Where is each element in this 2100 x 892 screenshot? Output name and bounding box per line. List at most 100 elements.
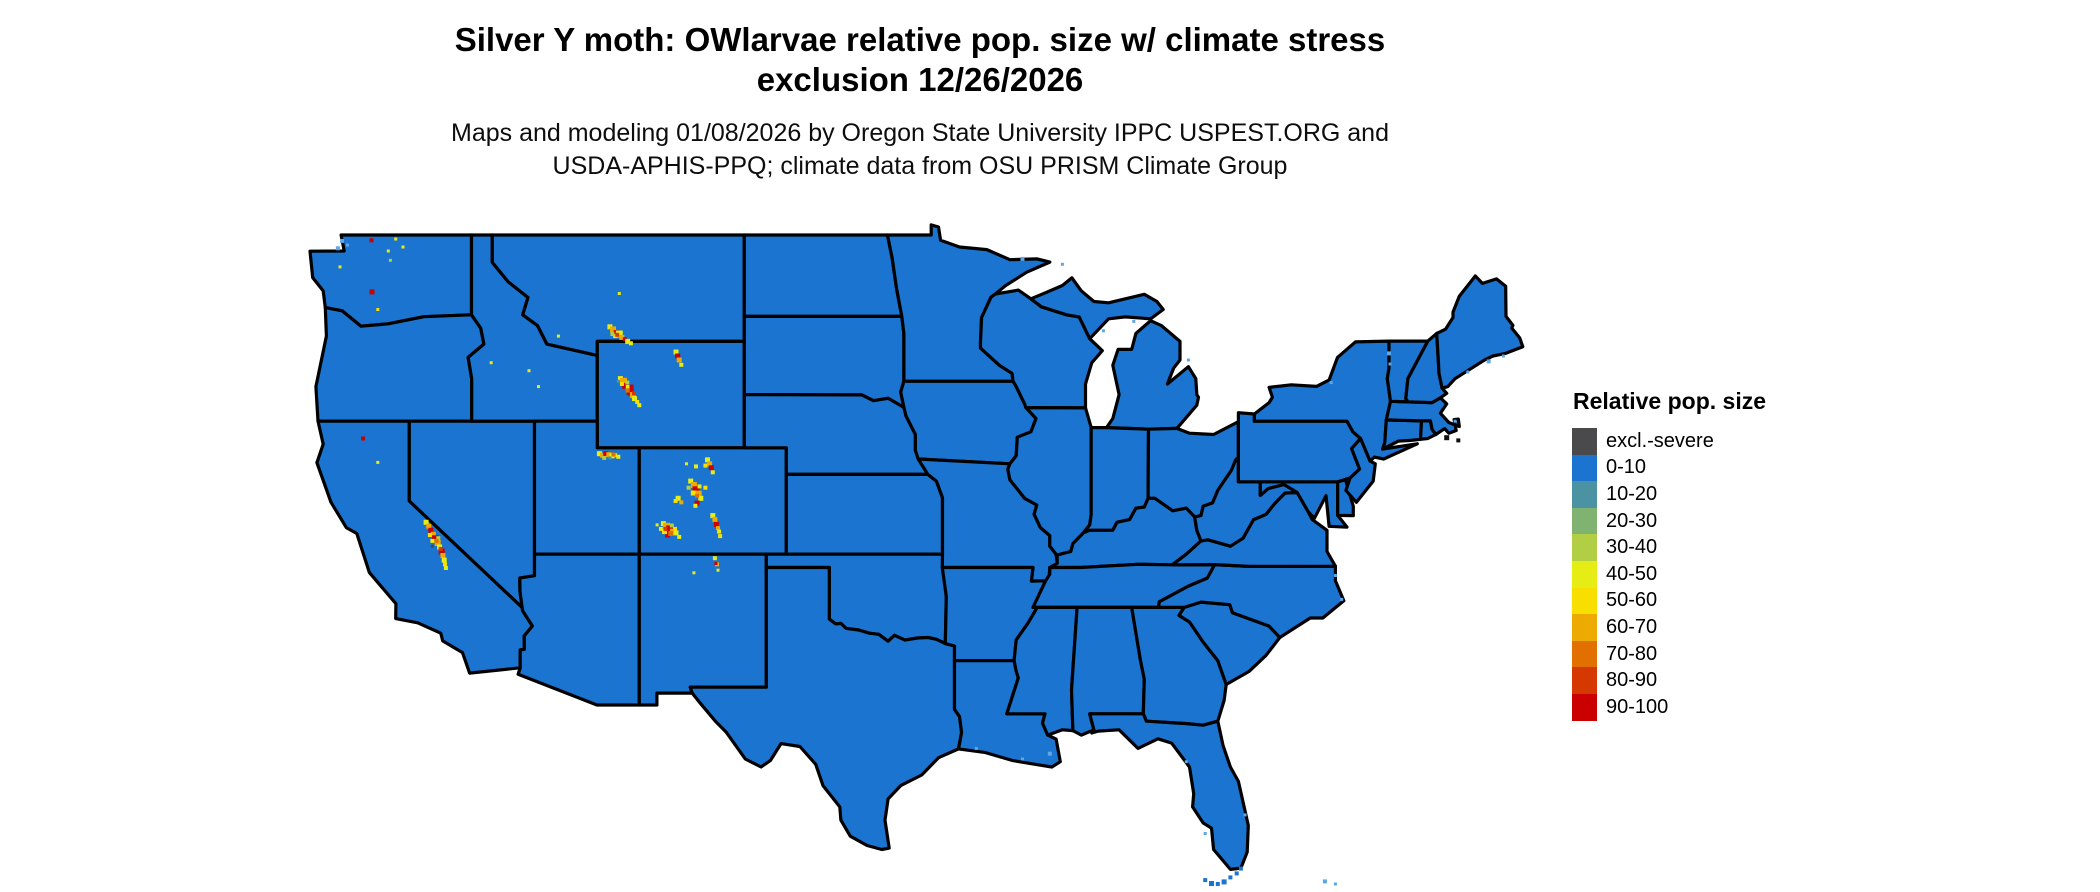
hotspot-speck (338, 265, 342, 269)
hotspot-speck (685, 462, 688, 466)
hotspot-speck (1186, 358, 1190, 362)
hotspot-speck (628, 341, 633, 346)
legend-item-70-80: 70-80 (1572, 640, 1766, 668)
legend-label: 10-20 (1606, 482, 1658, 505)
hotspot-speck (361, 436, 366, 441)
state-north-dakota (742, 233, 904, 318)
hotspot-speck (693, 503, 698, 508)
hotspot-speck (596, 451, 602, 457)
hotspot-speck (695, 490, 702, 497)
legend-item-50-60: 50-60 (1572, 587, 1766, 615)
hotspot-speck (695, 493, 699, 498)
legend-item-0-10: 0-10 (1572, 454, 1766, 482)
hotspot-speck (710, 470, 715, 475)
hotspot-speck (1234, 871, 1239, 876)
legend-swatch (1572, 560, 1597, 588)
hotspot-speck (675, 353, 681, 359)
legend: Relative pop. size excl.-severe 0-10 10-20… (1572, 388, 1766, 721)
hotspot-speck (692, 486, 700, 494)
hotspot-speck (1444, 435, 1450, 441)
hotspot-speck (1209, 881, 1214, 886)
hotspot-speck (616, 454, 621, 459)
hotspot-speck (443, 562, 447, 567)
hotspot-speck (1060, 262, 1064, 266)
map-subtitle: Maps and modeling 01/08/2026 by Oregon S… (0, 117, 1840, 183)
hotspot-speck (340, 238, 345, 243)
state-north-carolina (1157, 563, 1346, 640)
hotspot-speck (610, 326, 616, 333)
hotspot-speck (369, 238, 374, 243)
hotspot-speck (632, 396, 637, 402)
hotspot-speck (716, 526, 720, 531)
hotspot-speck (637, 403, 642, 408)
states-layer (308, 223, 1525, 871)
hotspot-speck (662, 529, 667, 535)
legend-swatch (1572, 693, 1597, 721)
hotspot-speck (1340, 597, 1344, 601)
hotspot-speck (615, 330, 623, 338)
hotspot-speck (537, 385, 540, 389)
legend-item-10-20: 10-20 (1572, 481, 1766, 508)
hotspot-speck (1238, 866, 1243, 871)
hotspot-speck (1047, 751, 1052, 756)
hotspot-speck (625, 380, 630, 385)
state-oregon (314, 306, 486, 423)
hotspot-speck (676, 357, 682, 363)
legend-title: Relative pop. size (1573, 388, 1767, 414)
hotspot-speck (1388, 362, 1392, 366)
state-wyoming (595, 339, 746, 450)
legend-swatch (1572, 454, 1597, 482)
hotspot-speck (708, 465, 714, 471)
hotspot-speck (717, 529, 722, 534)
legend-label: 30-40 (1606, 536, 1658, 559)
hotspot-speck (440, 553, 446, 558)
hotspot-speck (1132, 319, 1136, 323)
hotspot-speck (613, 334, 618, 339)
hotspot-speck (430, 531, 436, 537)
hotspot-speck (427, 533, 432, 537)
legend-label: 80-90 (1606, 669, 1658, 692)
state-colorado (637, 446, 788, 556)
legend-label: 70-80 (1606, 642, 1658, 665)
hotspot-speck (677, 534, 682, 539)
hotspot-speck (438, 548, 445, 555)
hotspot-speck (600, 452, 605, 458)
state-pennsylvania (1236, 411, 1363, 484)
map-title: Silver Y moth: OWlarvae relative pop. si… (0, 20, 1840, 100)
hotspot-speck (705, 457, 710, 463)
hotspot-speck (713, 521, 719, 527)
state-kansas (784, 472, 945, 556)
legend-swatch (1572, 640, 1597, 668)
hotspot-speck (430, 538, 435, 543)
legend-label: 0-10 (1606, 456, 1647, 479)
hotspot-speck (430, 544, 434, 548)
hotspot-speck (423, 519, 429, 525)
hotspot-speck (428, 527, 434, 533)
legend-label: 40-50 (1606, 562, 1658, 585)
legend-swatch (1572, 428, 1597, 455)
legend-item-90-100: 90-100 (1572, 693, 1766, 721)
hotspot-speck (602, 455, 607, 460)
hotspot-speck (607, 324, 613, 330)
hotspot-speck (434, 538, 439, 543)
hotspot-speck (712, 556, 717, 561)
state-maine (1435, 274, 1525, 390)
hotspot-speck (679, 500, 684, 505)
hotspot-speck (431, 535, 439, 543)
hotspot-speck (386, 249, 390, 253)
legend-items: excl.-severe 0-10 10-20 20-30 30-40 40-50 50-6… (1572, 428, 1766, 721)
state-florida (1088, 712, 1250, 871)
hotspot-speck (629, 384, 634, 389)
hotspot-speck (619, 382, 624, 386)
hotspot-speck (441, 557, 447, 563)
legend-item-30-40: 30-40 (1572, 534, 1766, 561)
hotspot-speck (489, 361, 493, 365)
hotspot-speck (1333, 574, 1337, 577)
hotspot-speck (345, 243, 349, 247)
hotspot-speck (1387, 351, 1391, 356)
state-michigan (1029, 276, 1201, 431)
hotspot-speck (635, 400, 640, 404)
hotspot-speck (394, 237, 398, 241)
hotspot-speck (1486, 359, 1491, 364)
